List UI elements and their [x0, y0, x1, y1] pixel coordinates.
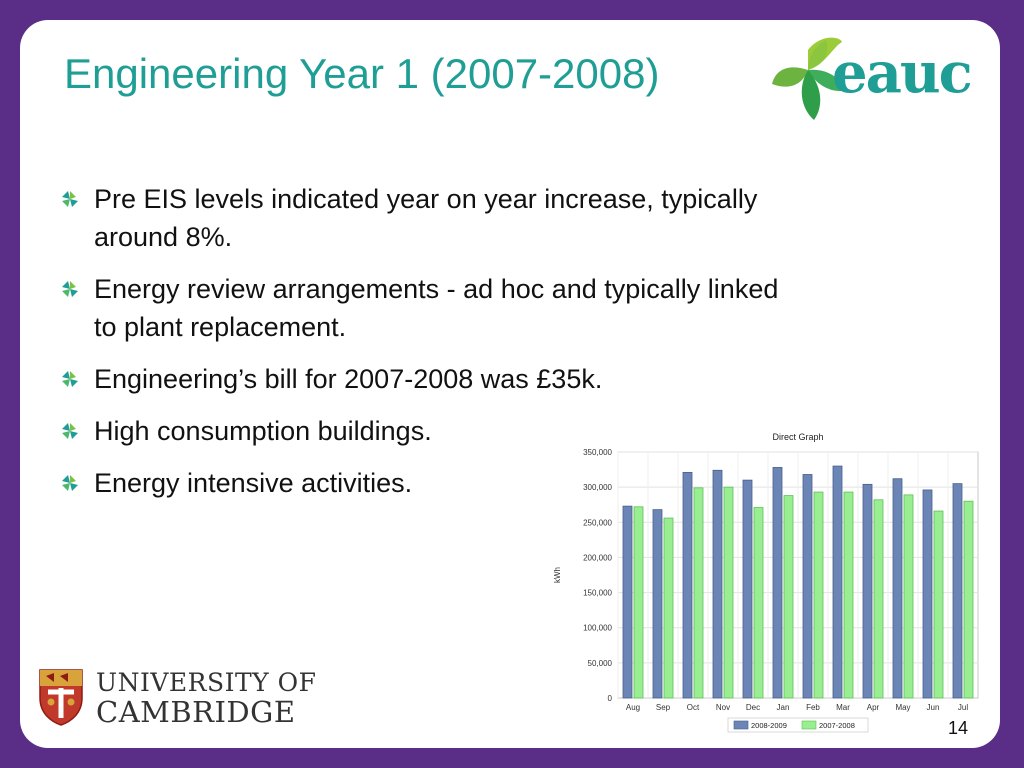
x-tick-label: Sep: [656, 703, 671, 712]
chart-title: Direct Graph: [772, 432, 823, 442]
y-tick-label: 250,000: [583, 518, 612, 527]
eauc-leaf-icon: [772, 37, 846, 120]
bar-2008-2009: [772, 467, 783, 699]
legend-label: 2007-2008: [819, 721, 855, 730]
x-tick-label: Mar: [836, 703, 850, 712]
x-tick-label: Oct: [687, 703, 700, 712]
eauc-logo: [768, 28, 988, 128]
bar-2007-2008: [933, 510, 944, 699]
x-tick-label: Jul: [958, 703, 968, 712]
x-tick-label: Aug: [626, 703, 640, 712]
bar-2007-2008: [783, 495, 794, 699]
bar-2008-2009: [832, 465, 843, 699]
x-tick-label: Jan: [777, 703, 790, 712]
legend-swatch: [801, 720, 817, 730]
bullet-text: High consumption buildings.: [94, 416, 432, 446]
bullet-item: Energy review arrangements - ad hoc and …: [60, 270, 800, 346]
y-tick-label: 150,000: [583, 589, 612, 598]
bar-2007-2008: [873, 499, 884, 699]
bar-2008-2009: [802, 474, 813, 699]
bullet-text: Energy intensive activities.: [94, 468, 413, 498]
y-tick-label: 300,000: [583, 483, 612, 492]
legend-box: [727, 717, 869, 733]
x-tick-label: Jun: [927, 703, 940, 712]
x-tick-label: Dec: [746, 703, 760, 712]
bullet-text: Pre EIS levels indicated year on year in…: [94, 184, 758, 252]
x-tick-label: Nov: [716, 703, 730, 712]
bullet-leaf-icon: [62, 475, 78, 491]
x-tick-label: Feb: [806, 703, 820, 712]
bar-2007-2008: [663, 517, 674, 699]
legend-swatch: [733, 720, 749, 730]
bar-2008-2009: [862, 483, 873, 699]
bar-2007-2008: [813, 491, 824, 699]
eauc-logo-text: eauc: [832, 40, 973, 106]
y-tick-label: 100,000: [583, 624, 612, 633]
bullet-leaf-icon: [62, 191, 78, 207]
bar-2008-2009: [622, 505, 633, 699]
y-tick-label: 350,000: [583, 448, 612, 457]
bar-2007-2008: [903, 494, 914, 699]
x-tick-label: May: [895, 703, 910, 712]
bar-2008-2009: [742, 479, 753, 699]
cambridge-logo: UNIVERSITY OF CAMBRIDGE: [38, 668, 328, 729]
bar-2007-2008: [963, 500, 974, 699]
bullet-leaf-icon: [62, 371, 78, 387]
slide-title: Engineering Year 1 (2007-2008): [64, 50, 660, 97]
x-tick-label: Apr: [867, 703, 880, 712]
slide: Engineering Year 1 (2007-2008) eauc Pre …: [20, 20, 1000, 748]
bar-2007-2008: [723, 486, 734, 699]
bar-chart: Direct Graph 0 50,000 100,000 150,000 200,000…: [553, 432, 979, 733]
cambridge-line2: CAMBRIDGE: [96, 695, 296, 729]
bar-2008-2009: [892, 478, 903, 699]
bar-2007-2008: [633, 506, 644, 699]
bullet-leaf-icon: [62, 281, 78, 297]
bullet-leaf-icon: [62, 423, 78, 439]
bullet-list: Pre EIS levels indicated year on year in…: [60, 180, 800, 516]
y-tick-label: 50,000: [588, 659, 613, 668]
bar-2008-2009: [682, 471, 693, 699]
bar-2007-2008: [843, 491, 854, 699]
cambridge-line1: UNIVERSITY OF: [96, 668, 317, 697]
bullet-item: High consumption buildings.: [60, 412, 800, 450]
y-tick-label: 200,000: [583, 553, 612, 562]
bullet-item: Energy intensive activities.: [60, 464, 800, 502]
bar-2007-2008: [753, 507, 764, 699]
bullet-item: Pre EIS levels indicated year on year in…: [60, 180, 800, 256]
bullet-item: Engineering’s bill for 2007-2008 was £35…: [60, 360, 800, 398]
bar-2007-2008: [693, 487, 704, 699]
bar-2008-2009: [952, 483, 963, 699]
y-axis-label: kWh: [553, 567, 562, 583]
y-tick-label: 0: [608, 694, 613, 703]
bar-2008-2009: [922, 489, 933, 699]
cambridge-shield-icon: [39, 669, 83, 726]
bullet-text: Engineering’s bill for 2007-2008 was £35…: [94, 364, 603, 394]
page-number: 14: [948, 718, 969, 738]
bullet-text: Energy review arrangements - ad hoc and …: [94, 274, 779, 342]
legend-label: 2008-2009: [751, 721, 787, 730]
bar-2008-2009: [652, 509, 663, 699]
bar-2008-2009: [712, 469, 723, 699]
